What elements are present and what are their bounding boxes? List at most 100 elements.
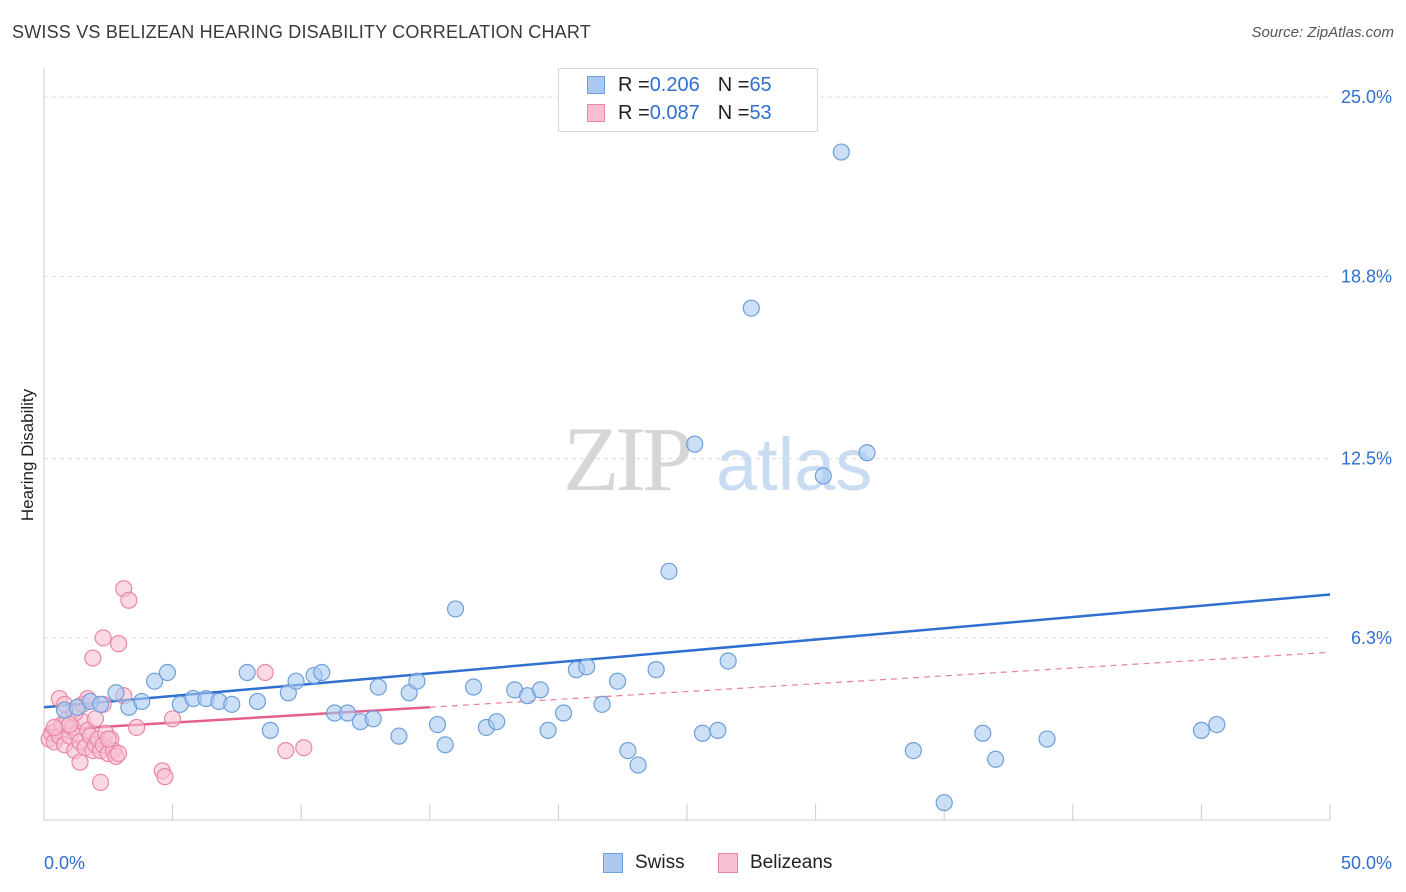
swiss-point	[647, 661, 665, 679]
swiss-point	[1038, 730, 1056, 748]
x-tick-label: 0.0%	[44, 853, 85, 873]
belizean-point	[94, 629, 112, 647]
swiss-point	[238, 663, 256, 682]
swiss-point	[145, 672, 164, 690]
swiss-point	[814, 467, 832, 485]
series-swatch-swiss	[603, 853, 623, 873]
watermark-zip: ZIP	[563, 408, 690, 510]
series-swatch-belizeans	[718, 853, 738, 873]
grid-layer	[44, 96, 1330, 639]
swiss-point	[107, 684, 125, 702]
swiss-point	[446, 600, 465, 618]
swiss-point	[313, 663, 331, 682]
belizean-point	[295, 739, 313, 757]
swiss-point	[248, 692, 267, 711]
series-legend-belizeans[interactable]: Belizeans	[718, 852, 832, 874]
swiss-point	[987, 750, 1005, 768]
chart-title: SWISS VS BELIZEAN HEARING DISABILITY COR…	[12, 22, 591, 42]
source-label: Source: ZipAtlas.com	[1251, 24, 1394, 41]
series-legend: Swiss Belizeans	[0, 852, 1406, 876]
y-tick-label: 18.8%	[1341, 266, 1392, 286]
belizean-point	[84, 649, 102, 667]
swiss-point	[158, 663, 177, 682]
belizean-point	[156, 768, 174, 786]
swiss-trend-line	[43, 593, 1331, 709]
belizean-point	[127, 718, 146, 737]
axis-layer	[43, 68, 1331, 821]
swiss-point	[660, 562, 678, 580]
series-legend-swiss[interactable]: Swiss	[603, 852, 685, 874]
swiss-point	[364, 710, 382, 728]
legend-swatch-swiss	[587, 76, 605, 94]
belizean-point	[109, 744, 128, 763]
legend-row-swiss: R = 0.206 N = 65	[587, 73, 772, 97]
watermark: ZIP atlas	[563, 408, 872, 510]
swiss-point	[719, 652, 737, 670]
swiss-point	[369, 678, 387, 696]
swiss-point	[686, 435, 704, 453]
belizean-point	[99, 730, 117, 748]
belizean-point	[109, 635, 128, 653]
swiss-point	[608, 672, 627, 690]
swiss-point	[742, 299, 760, 317]
belizean-point	[71, 753, 89, 771]
swiss-point	[531, 681, 549, 699]
legend-swatch-belizeans	[587, 104, 605, 122]
swiss-point	[464, 678, 483, 696]
swiss-point	[554, 704, 573, 722]
swiss-point	[91, 695, 110, 713]
y-axis-label: Hearing Disability	[18, 388, 37, 522]
swiss-point	[693, 724, 712, 742]
legend-row-belizeans: R = 0.087 N = 53	[587, 101, 772, 125]
series-label-belizeans: Belizeans	[750, 852, 833, 873]
legend-r-label: R =	[618, 101, 650, 124]
x-tick-label: 50.0%	[1341, 853, 1392, 873]
swiss-point	[935, 794, 953, 812]
legend-r-label: R =	[618, 73, 650, 96]
legend-n-value: 65	[749, 73, 772, 96]
belizean-point	[277, 742, 295, 760]
series-label-swiss: Swiss	[635, 852, 685, 873]
swiss-point	[436, 736, 454, 754]
swiss-point	[133, 692, 151, 711]
belizean-point	[45, 718, 63, 737]
swiss-point	[709, 721, 727, 739]
belizean-point	[164, 710, 182, 728]
legend-r-value: 0.087	[649, 101, 700, 124]
legend-n-label: N =	[717, 73, 750, 96]
swiss-point	[408, 672, 426, 690]
swiss-point	[428, 715, 447, 734]
swiss-point	[904, 742, 922, 760]
belizean-point	[61, 715, 79, 734]
belizean-point	[120, 591, 138, 609]
belizean-trend-extension	[429, 651, 1331, 708]
swiss-point	[338, 704, 357, 722]
swiss-point	[629, 756, 647, 774]
swiss-point	[858, 444, 876, 462]
belizean-point	[91, 773, 110, 792]
belizean-point	[256, 663, 274, 682]
tick-label-layer: 6.3% 12.5% 18.8% 25.0% 0.0% 50.0%	[44, 87, 1392, 873]
y-tick-label: 6.3%	[1351, 628, 1392, 648]
swiss-point	[539, 721, 557, 739]
swiss-point	[223, 695, 241, 713]
swiss-point	[390, 727, 408, 745]
belizean-point	[86, 710, 105, 728]
y-tick-label: 25.0%	[1341, 87, 1392, 107]
legend-r-value: 0.206	[649, 73, 700, 96]
points-layer	[40, 143, 1226, 812]
swiss-point	[578, 658, 596, 676]
swiss-point	[832, 143, 850, 161]
legend-n-label: N =	[717, 101, 750, 124]
watermark-atlas: atlas	[716, 423, 872, 506]
swiss-point	[287, 672, 305, 690]
swiss-point	[1208, 715, 1226, 734]
correlation-legend: R = 0.206 N = 65 R = 0.087 N = 53	[558, 68, 818, 132]
y-tick-label: 12.5%	[1341, 449, 1392, 469]
legend-n-value: 53	[749, 101, 772, 124]
swiss-point	[1192, 721, 1211, 739]
swiss-point	[593, 695, 611, 713]
swiss-point	[974, 724, 992, 742]
swiss-point	[261, 721, 279, 739]
